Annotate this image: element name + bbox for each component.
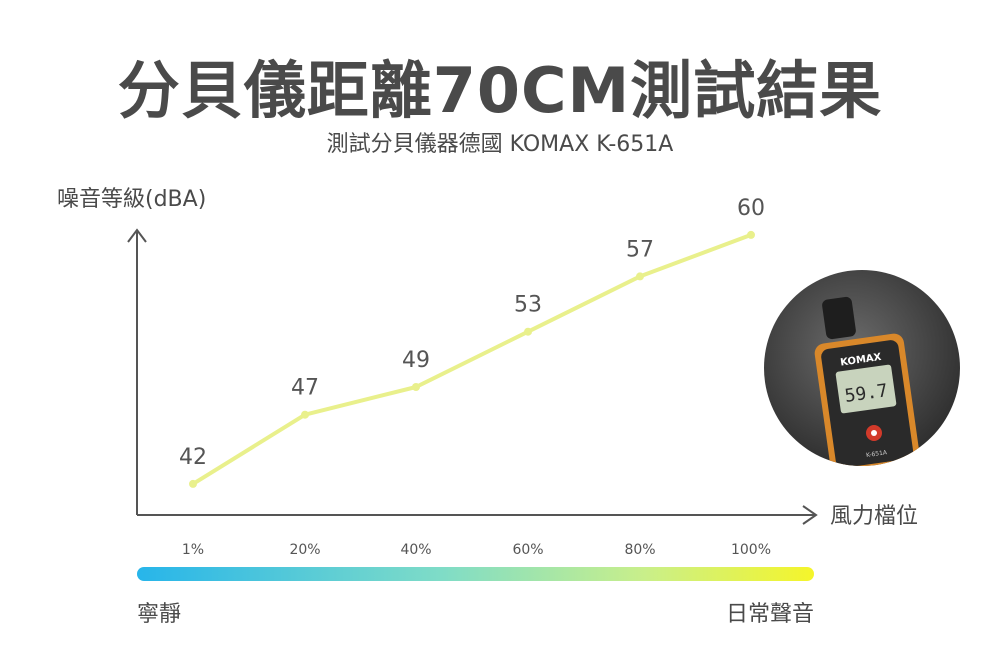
data-label: 60	[737, 196, 765, 221]
x-tick-label: 100%	[731, 542, 771, 558]
data-point	[301, 410, 309, 419]
data-point	[747, 230, 755, 239]
series-layer: 42 47 49 53 57 60	[179, 196, 765, 488]
data-label: 49	[402, 348, 430, 373]
data-point	[412, 383, 420, 391]
data-label: 42	[179, 445, 207, 470]
data-point	[189, 479, 197, 488]
meter-model: K-651A	[866, 449, 889, 459]
noise-scale-gradient-bar	[137, 567, 814, 581]
series-line	[191, 233, 752, 486]
scale-high-label: 日常聲音	[725, 602, 814, 627]
data-label: 53	[514, 293, 542, 318]
x-axis-label: 風力檔位	[830, 504, 918, 529]
page-subtitle: 測試分貝儀器德國 KOMAX K-651A	[326, 132, 674, 157]
x-tick-label: 1%	[182, 542, 204, 558]
x-tick-label: 40%	[400, 542, 431, 558]
x-tick-label: 60%	[512, 542, 543, 558]
x-tick-label: 20%	[289, 542, 320, 558]
data-label: 47	[291, 376, 319, 401]
data-point	[636, 272, 644, 281]
data-point	[524, 327, 532, 336]
page-title: 分貝儀距離70CM測試結果	[117, 54, 883, 127]
y-axis-label: 噪音等級(dBA)	[57, 187, 206, 212]
scale-low-label: 寧靜	[137, 602, 182, 627]
data-label: 57	[626, 237, 654, 262]
x-tick-labels: 1% 20% 40% 60% 80% 100%	[182, 542, 771, 558]
x-tick-label: 80%	[624, 542, 655, 558]
y-axis-arrow	[127, 228, 147, 243]
x-axis-arrow	[802, 505, 818, 525]
sound-meter-photo: 59.7 KOMAX K-651A	[764, 270, 960, 466]
